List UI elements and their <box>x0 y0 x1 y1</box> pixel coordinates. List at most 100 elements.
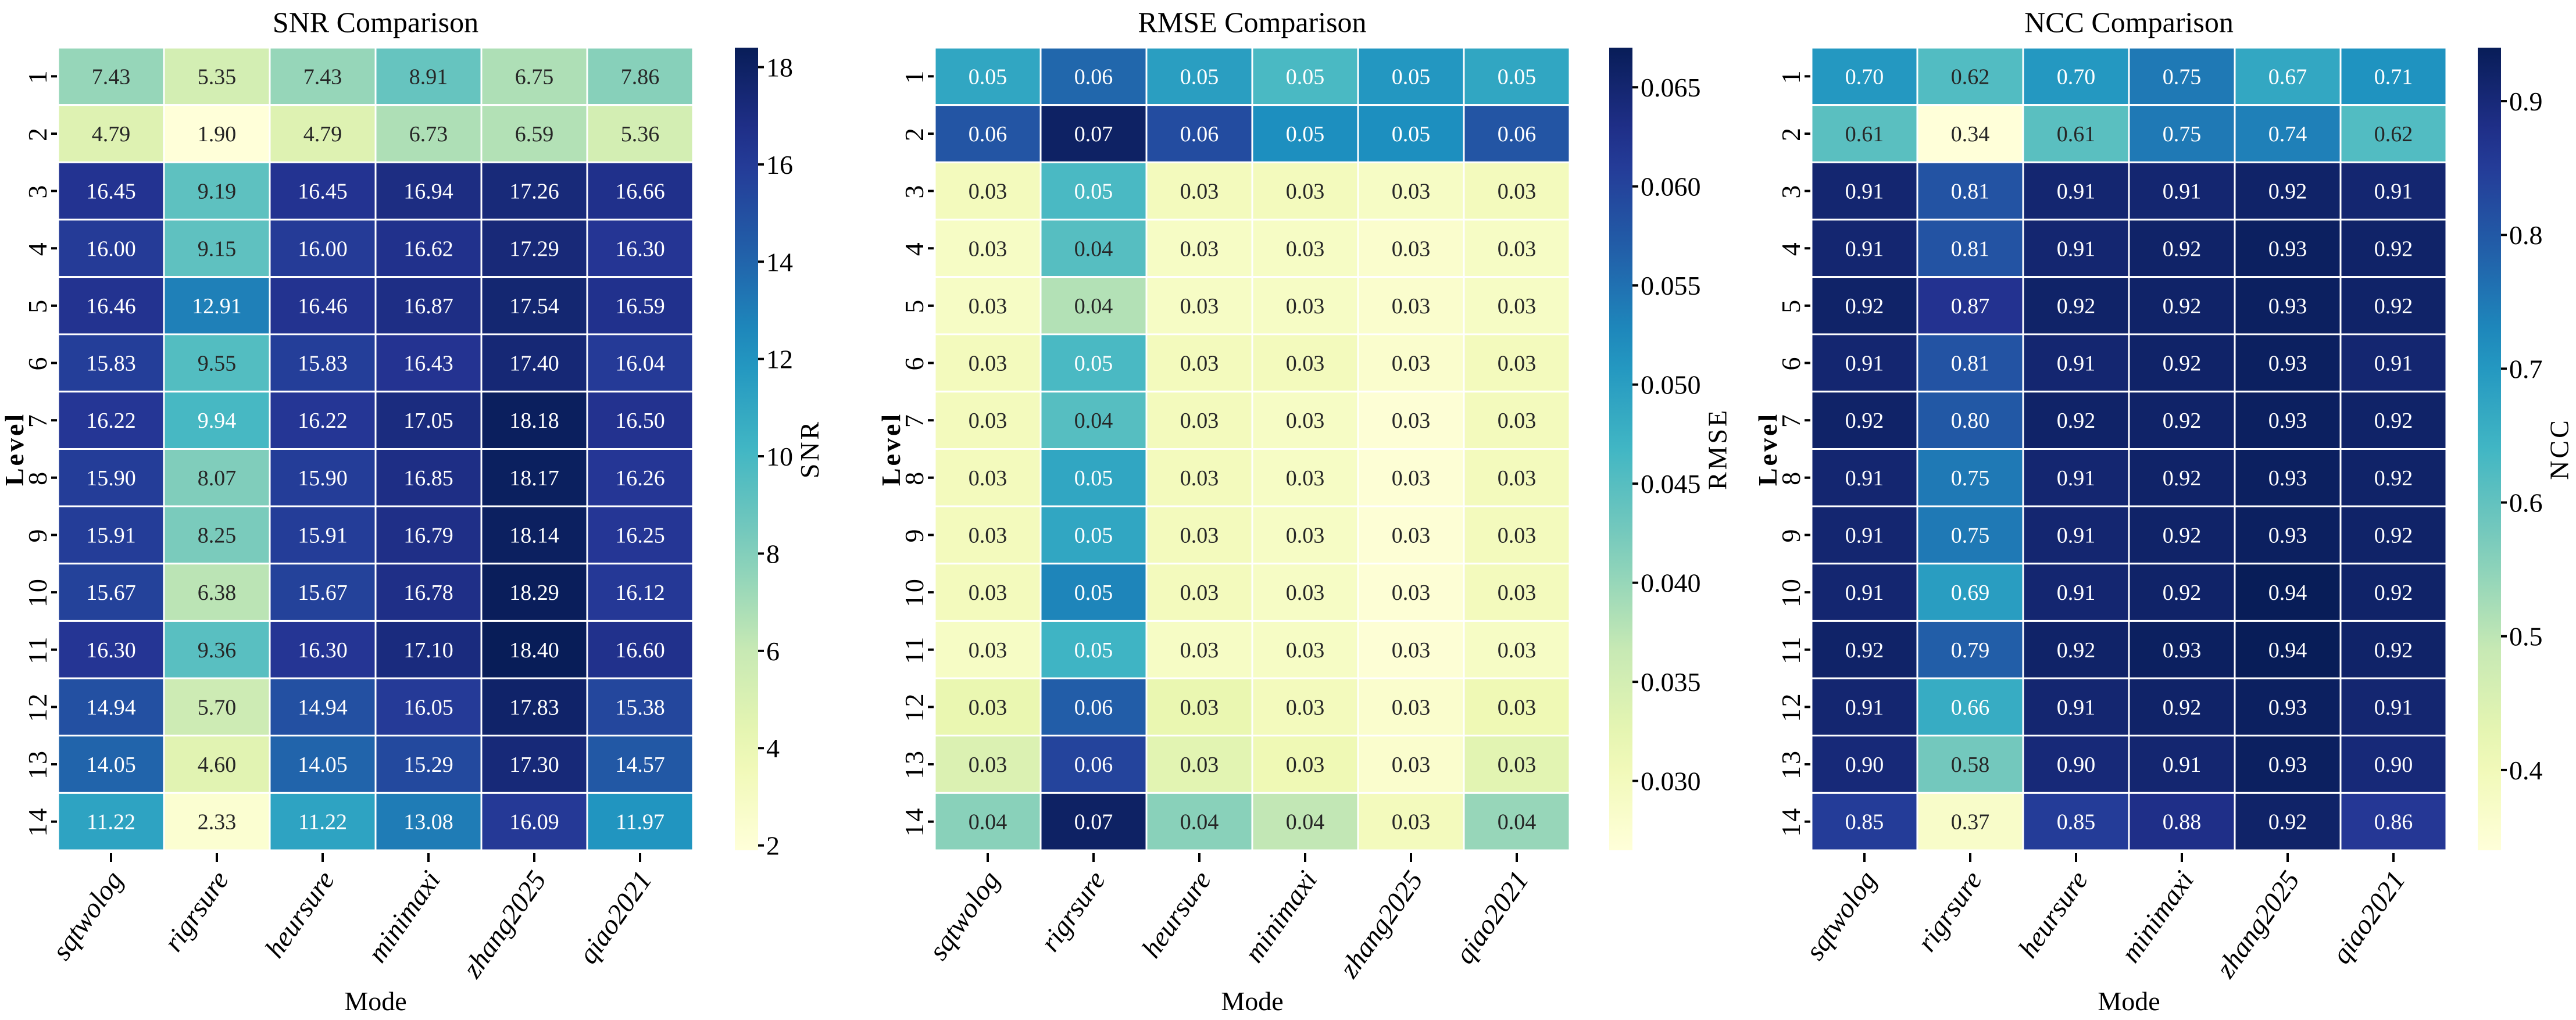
cell-value-label: 0.81 <box>1951 237 1990 261</box>
cell-value-label: 2.33 <box>198 810 237 835</box>
x-tick-label: zhang2025 <box>1333 865 1429 984</box>
heatmap-cell <box>1251 448 1359 507</box>
heatmap-cell <box>1145 677 1253 737</box>
heatmap-cell <box>1916 219 2024 278</box>
cell-value-label: 16.87 <box>403 294 453 318</box>
heatmap-cell <box>1463 391 1571 450</box>
heatmap-cell <box>1145 333 1253 393</box>
cell-value-label: 11.97 <box>616 810 664 835</box>
cell-value-label: 0.75 <box>1951 523 1990 547</box>
cell-value-label: 0.92 <box>1845 409 1884 433</box>
heatmap-cell <box>57 792 165 851</box>
heatmap-cell <box>2128 333 2236 393</box>
cell-value-label: 0.07 <box>1074 810 1113 835</box>
cell-value-label: 7.43 <box>92 65 131 89</box>
cell-value-label: 0.71 <box>2374 65 2413 89</box>
heatmap-cell <box>1251 735 1359 794</box>
x-tick-label: heursure <box>2013 865 2094 964</box>
heatmap-cell <box>269 505 377 565</box>
cell-value-label: 0.91 <box>2057 581 2096 605</box>
cell-value-label: 0.94 <box>2268 638 2307 663</box>
cell-value-label: 8.91 <box>409 65 448 89</box>
cell-value-label: 0.92 <box>2163 352 2202 376</box>
heatmap-cell <box>586 46 694 106</box>
y-tick-label: 13 <box>1776 749 1806 779</box>
y-tick-label: 10 <box>23 577 52 607</box>
cell-value-label: 0.03 <box>1180 466 1219 491</box>
heatmap-cell <box>1039 505 1148 565</box>
heatmap-cell <box>586 735 694 794</box>
heatmap-cell <box>1810 219 1918 278</box>
cell-value-label: 0.69 <box>1951 581 1990 605</box>
cell-value-label: 0.05 <box>1392 122 1431 146</box>
cell-value-label: 14.94 <box>298 695 348 720</box>
cell-value-label: 0.92 <box>2374 466 2413 491</box>
heatmap-cell <box>2128 219 2236 278</box>
heatmap-cell <box>1463 161 1571 221</box>
colorbar <box>2478 48 2501 850</box>
colorbar-label: RMSE <box>1703 408 1732 490</box>
cell-value-label: 15.90 <box>298 466 348 491</box>
heatmap-cell <box>2234 448 2342 507</box>
heatmap-cell <box>586 677 694 737</box>
heatmap-cell <box>1357 333 1465 393</box>
heatmap-cell <box>2022 563 2130 622</box>
colorbar-tick-label: 2 <box>766 831 780 861</box>
cell-value-label: 0.03 <box>969 180 1007 204</box>
cell-value-label: 0.03 <box>969 753 1007 777</box>
y-tick-label: 14 <box>899 807 929 837</box>
cell-value-label: 0.03 <box>1180 523 1219 547</box>
y-tick-label: 2 <box>23 126 52 141</box>
colorbar-tick-label: 12 <box>766 345 793 374</box>
cell-value-label: 0.05 <box>1074 581 1113 605</box>
x-tick-label: minimaxi <box>2115 865 2200 968</box>
heatmap-cell <box>1039 276 1148 335</box>
cell-value-label: 0.94 <box>2268 581 2307 605</box>
cell-value-label: 0.06 <box>1074 753 1113 777</box>
heatmap-cell <box>2128 46 2236 106</box>
heatmap-cell <box>374 276 483 335</box>
colorbar-tick-label: 0.050 <box>1641 370 1701 400</box>
cell-value-label: 0.03 <box>1498 695 1537 720</box>
cell-value-label: 0.04 <box>1180 810 1219 835</box>
heatmap-cell <box>163 219 271 278</box>
y-tick-label: 5 <box>23 298 52 313</box>
cell-value-label: 17.30 <box>509 753 559 777</box>
cell-value-label: 18.18 <box>509 409 559 433</box>
heatmap-cell <box>480 735 588 794</box>
cell-value-label: 0.03 <box>969 523 1007 547</box>
cell-value-label: 0.04 <box>1074 294 1113 318</box>
heatmap-cell <box>1916 563 2024 622</box>
colorbar-label: SNR <box>795 420 824 478</box>
colorbar-tick-label: 0.065 <box>1641 73 1701 102</box>
x-tick-label: zhang2025 <box>456 865 552 984</box>
heatmap-cell <box>1145 620 1253 679</box>
cell-value-label: 5.35 <box>198 65 237 89</box>
cell-value-label: 16.78 <box>403 581 453 605</box>
cell-value-label: 0.03 <box>969 409 1007 433</box>
cell-value-label: 9.36 <box>198 638 237 663</box>
x-axis-label: Mode <box>1221 986 1283 1016</box>
heatmap-cell <box>374 104 483 163</box>
colorbar-tick-label: 0.7 <box>2509 354 2543 384</box>
x-tick-label: sqtwolog <box>46 865 129 965</box>
cell-value-label: 0.03 <box>969 581 1007 605</box>
cell-value-label: 16.43 <box>403 352 453 376</box>
cell-value-label: 0.03 <box>1392 638 1431 663</box>
heatmap-cell <box>1039 104 1148 163</box>
cell-value-label: 0.03 <box>1392 466 1431 491</box>
heatmap-cell <box>269 448 377 507</box>
cell-value-label: 0.03 <box>1392 237 1431 261</box>
heatmap-cell <box>269 391 377 450</box>
heatmap-cell <box>1810 333 1918 393</box>
cell-value-label: 9.55 <box>198 352 237 376</box>
heatmap-cell <box>586 333 694 393</box>
cell-value-label: 0.03 <box>1498 753 1537 777</box>
heatmap-cell <box>269 677 377 737</box>
cell-value-label: 18.40 <box>509 638 559 663</box>
cell-value-label: 0.91 <box>2057 466 2096 491</box>
cell-value-label: 11.22 <box>87 810 135 835</box>
y-tick-label: 6 <box>1776 356 1806 371</box>
heatmap-cell <box>586 391 694 450</box>
heatmap-cell <box>480 219 588 278</box>
